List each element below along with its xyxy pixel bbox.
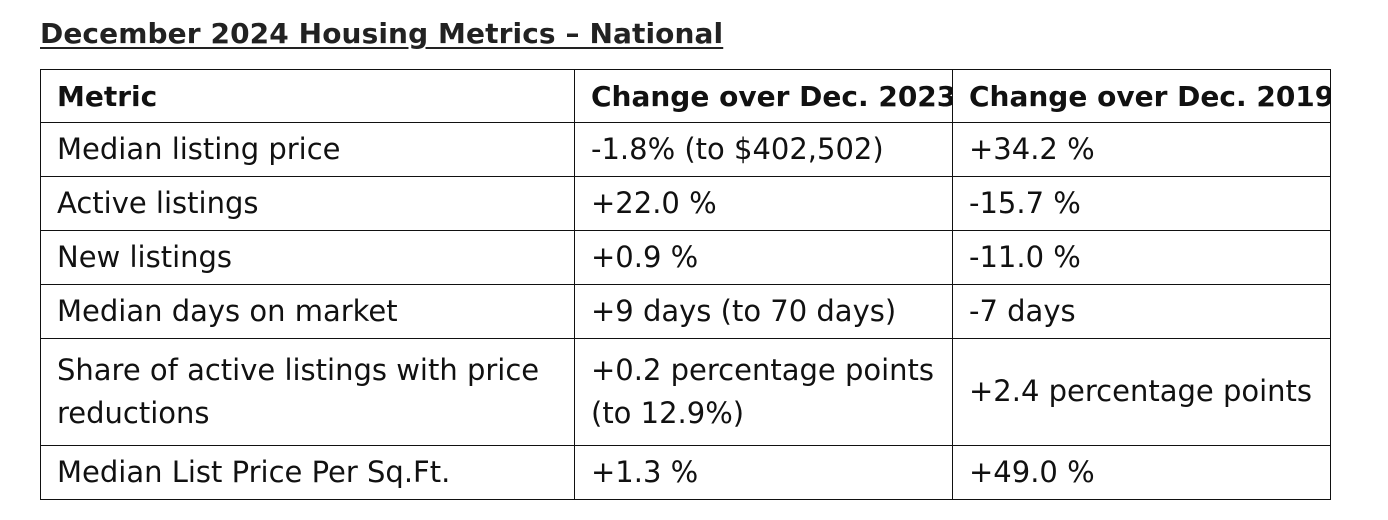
change-2019-cell: +49.0 % bbox=[952, 445, 1331, 500]
change-2019-cell: -7 days bbox=[952, 284, 1331, 339]
metric-cell: Median List Price Per Sq.Ft. bbox=[40, 445, 575, 500]
change-2023-cell: +0.9 % bbox=[574, 230, 953, 285]
metric-cell: Median days on market bbox=[40, 284, 575, 339]
table-row: New listings +0.9 % -11.0 % bbox=[40, 230, 1331, 285]
table-row: Active listings +22.0 % -15.7 % bbox=[40, 176, 1331, 231]
header-metric: Metric bbox=[40, 69, 575, 123]
table-row: Median listing price -1.8% (to $402,502)… bbox=[40, 122, 1331, 177]
metric-cell: Share of active listings with price redu… bbox=[40, 338, 575, 446]
change-2023-cell: +9 days (to 70 days) bbox=[574, 284, 953, 339]
housing-metrics-table: Metric Change over Dec. 2023 Change over… bbox=[40, 69, 1331, 500]
change-2023-cell: +0.2 percentage points (to 12.9%) bbox=[574, 338, 953, 446]
change-2019-cell: +34.2 % bbox=[952, 122, 1331, 177]
change-2019-cell: -15.7 % bbox=[952, 176, 1331, 231]
change-2023-cell: +1.3 % bbox=[574, 445, 953, 500]
table-header-row: Metric Change over Dec. 2023 Change over… bbox=[40, 69, 1331, 123]
header-change-dec-2023: Change over Dec. 2023 bbox=[574, 69, 953, 123]
change-2019-cell: +2.4 percentage points bbox=[952, 338, 1331, 446]
change-2023-cell: +22.0 % bbox=[574, 176, 953, 231]
table-row: Share of active listings with price redu… bbox=[40, 338, 1331, 446]
table-row: Median days on market +9 days (to 70 day… bbox=[40, 284, 1331, 339]
metric-cell: Active listings bbox=[40, 176, 575, 231]
header-change-dec-2019: Change over Dec. 2019 bbox=[952, 69, 1331, 123]
change-2019-cell: -11.0 % bbox=[952, 230, 1331, 285]
section-title: December 2024 Housing Metrics – National bbox=[40, 17, 724, 50]
metric-cell: New listings bbox=[40, 230, 575, 285]
metric-cell: Median listing price bbox=[40, 122, 575, 177]
table-row: Median List Price Per Sq.Ft. +1.3 % +49.… bbox=[40, 445, 1331, 500]
change-2023-cell: -1.8% (to $402,502) bbox=[574, 122, 953, 177]
